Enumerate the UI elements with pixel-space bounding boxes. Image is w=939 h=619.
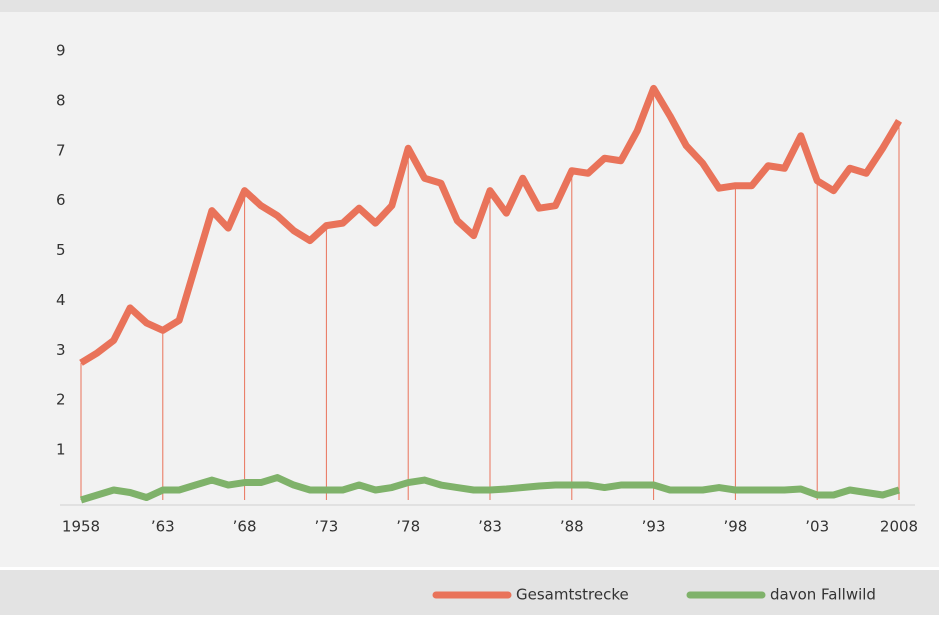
x-tick-label: ’03 bbox=[805, 518, 829, 536]
series-line bbox=[79, 474, 901, 504]
y-tick-label: 7 bbox=[56, 141, 66, 159]
x-tick-label: ’98 bbox=[723, 518, 747, 536]
y-tick-label: 3 bbox=[56, 341, 66, 359]
series-line bbox=[79, 84, 903, 366]
y-tick-label: 5 bbox=[56, 241, 66, 259]
x-tick-label: ’68 bbox=[233, 518, 257, 536]
y-tick-label: 8 bbox=[56, 91, 66, 109]
legend-label: Gesamtstrecke bbox=[516, 586, 629, 604]
y-tick-label: 6 bbox=[56, 191, 66, 209]
y-tick-label: 1 bbox=[56, 441, 66, 459]
plot-background bbox=[0, 12, 939, 567]
x-tick-label: ’63 bbox=[151, 518, 175, 536]
x-tick-label: ’88 bbox=[560, 518, 584, 536]
separator bbox=[0, 567, 939, 570]
y-tick-label: 4 bbox=[56, 291, 66, 309]
legend-label: davon Fallwild bbox=[770, 586, 876, 604]
y-tick-label: 9 bbox=[56, 42, 66, 60]
x-tick-label: ’83 bbox=[478, 518, 502, 536]
y-tick-label: 2 bbox=[56, 391, 66, 409]
x-tick-label: 1958 bbox=[62, 518, 100, 536]
x-tick-label: ’93 bbox=[642, 518, 666, 536]
x-tick-label: 2008 bbox=[880, 518, 918, 536]
x-tick-label: ’73 bbox=[314, 518, 338, 536]
x-tick-label: ’78 bbox=[396, 518, 420, 536]
